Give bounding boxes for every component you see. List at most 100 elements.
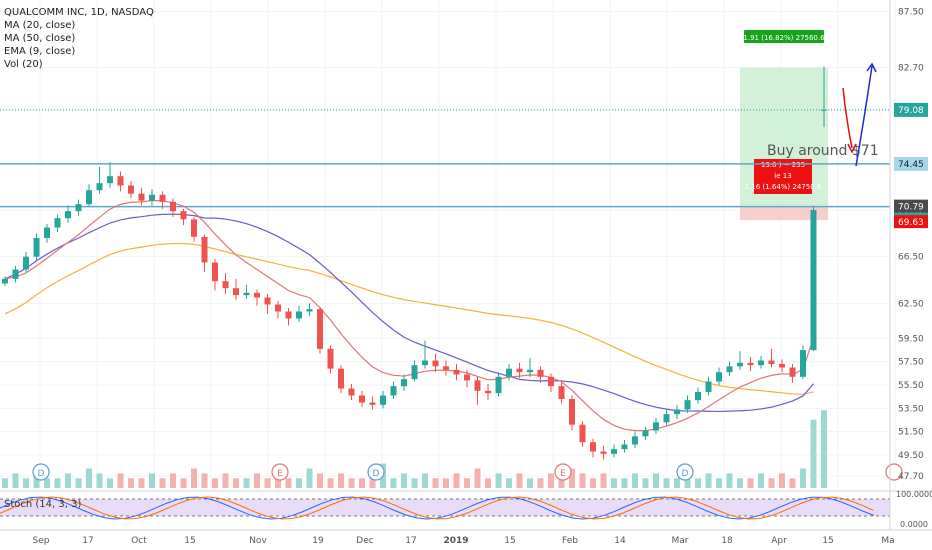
volume-bar bbox=[243, 478, 250, 488]
candle-body bbox=[23, 256, 29, 270]
volume-bar bbox=[222, 473, 229, 488]
price-tick-label: 57.50 bbox=[898, 358, 924, 368]
stoch-tick-label: 0.0000 bbox=[900, 520, 928, 529]
volume-bar bbox=[201, 473, 208, 488]
candle-body bbox=[107, 176, 113, 184]
volume-bar bbox=[411, 478, 418, 488]
volume-bar bbox=[579, 473, 586, 488]
price-tick-label: 53.50 bbox=[898, 404, 924, 414]
volume-bar bbox=[212, 478, 218, 488]
volume-bar bbox=[170, 473, 176, 488]
projection-arrows bbox=[842, 62, 877, 167]
candle-body bbox=[390, 386, 397, 396]
candle-body bbox=[579, 424, 586, 443]
volume-bar bbox=[632, 473, 638, 488]
time-tick-label: Oct bbox=[131, 536, 147, 546]
volume-bar bbox=[432, 478, 439, 488]
time-tick-label: 17 bbox=[405, 536, 416, 546]
candle-body bbox=[96, 183, 103, 191]
volume-bar bbox=[296, 478, 302, 488]
candle-body bbox=[401, 379, 407, 387]
volume-bar bbox=[674, 478, 680, 488]
time-tick-label: 15 bbox=[184, 536, 195, 546]
time-tick-label: Dec bbox=[356, 536, 373, 546]
candle-body bbox=[443, 366, 449, 370]
price-tick-label: 69.63 bbox=[898, 218, 924, 228]
volume-bar bbox=[75, 478, 82, 488]
candle-body bbox=[422, 360, 428, 366]
price-tick-label: 62.50 bbox=[898, 299, 924, 309]
stop-label: ie 13 bbox=[774, 172, 791, 180]
stop-label: 13.6 ) ~ 235 bbox=[761, 161, 805, 169]
volume-bar bbox=[86, 468, 92, 488]
volume-bar bbox=[359, 478, 365, 488]
candle-body bbox=[737, 362, 743, 367]
volume-bar bbox=[705, 473, 712, 488]
volume-bar bbox=[275, 473, 281, 488]
candle-body bbox=[275, 304, 281, 312]
stoch-label: Stoch (14, 3, 3) bbox=[4, 499, 82, 510]
candle-body bbox=[338, 368, 344, 389]
volume-bar bbox=[621, 478, 628, 488]
volume-bar bbox=[737, 478, 743, 488]
time-tick-label: 15 bbox=[504, 536, 515, 546]
red-arrow bbox=[842, 87, 853, 149]
legend-ema9: EMA (9, close) bbox=[4, 46, 76, 57]
volume-bar bbox=[23, 478, 29, 488]
candle-body bbox=[590, 442, 596, 452]
price-tag bbox=[894, 156, 928, 171]
candle-body bbox=[506, 368, 512, 377]
target-label: 11.91 (16.82%) 27560.65 bbox=[739, 34, 829, 42]
volume-bar bbox=[96, 473, 103, 488]
stop-label-box bbox=[754, 159, 812, 194]
candle-body bbox=[65, 211, 71, 219]
price-tick-label: 47.70 bbox=[898, 472, 924, 482]
volume-bar bbox=[306, 468, 313, 488]
candle-body bbox=[527, 369, 533, 373]
blue-arrow bbox=[855, 65, 873, 167]
event-label: D bbox=[373, 469, 380, 479]
volume-bar bbox=[611, 478, 617, 488]
candle-body bbox=[653, 422, 659, 431]
volume-bar bbox=[716, 478, 722, 488]
ma20-line bbox=[4, 213, 814, 413]
candle-body bbox=[254, 292, 260, 298]
volume-bar bbox=[422, 473, 428, 488]
event-marker bbox=[32, 463, 50, 481]
event-label: D bbox=[38, 469, 45, 479]
candle-body bbox=[674, 409, 680, 415]
volume-bar bbox=[663, 478, 670, 488]
candle-body bbox=[474, 380, 481, 391]
volume-bar bbox=[138, 478, 145, 488]
volume-bar bbox=[233, 478, 239, 488]
candle-body bbox=[149, 194, 155, 201]
volume-bar bbox=[779, 473, 785, 488]
volume-bar bbox=[369, 473, 376, 488]
candle-body bbox=[411, 365, 418, 380]
candle-body bbox=[212, 262, 218, 282]
volume-bar bbox=[317, 473, 323, 488]
volume-bar bbox=[653, 473, 659, 488]
volume-bar bbox=[695, 478, 701, 488]
volume-bar bbox=[726, 473, 733, 488]
volume-bar bbox=[684, 473, 691, 488]
price-tick-label: 74.45 bbox=[898, 160, 924, 170]
candle-body bbox=[642, 430, 649, 437]
legend-ma50: MA (50, close) bbox=[4, 33, 76, 44]
candle-body bbox=[44, 227, 50, 238]
volume-bar bbox=[642, 478, 649, 488]
grid bbox=[0, 0, 896, 490]
candle-body bbox=[558, 386, 565, 399]
candles bbox=[2, 66, 827, 460]
volume-bar bbox=[590, 478, 596, 488]
time-tick-label: Ma bbox=[881, 536, 894, 546]
candle-body bbox=[663, 414, 670, 423]
volume-bar bbox=[558, 473, 565, 488]
candle-body bbox=[2, 278, 8, 284]
candle-body bbox=[779, 364, 785, 368]
time-tick-label: Mar bbox=[672, 536, 689, 546]
event-marker bbox=[367, 463, 385, 481]
time-tick-label: 17 bbox=[82, 536, 93, 546]
candle-body bbox=[306, 309, 313, 312]
